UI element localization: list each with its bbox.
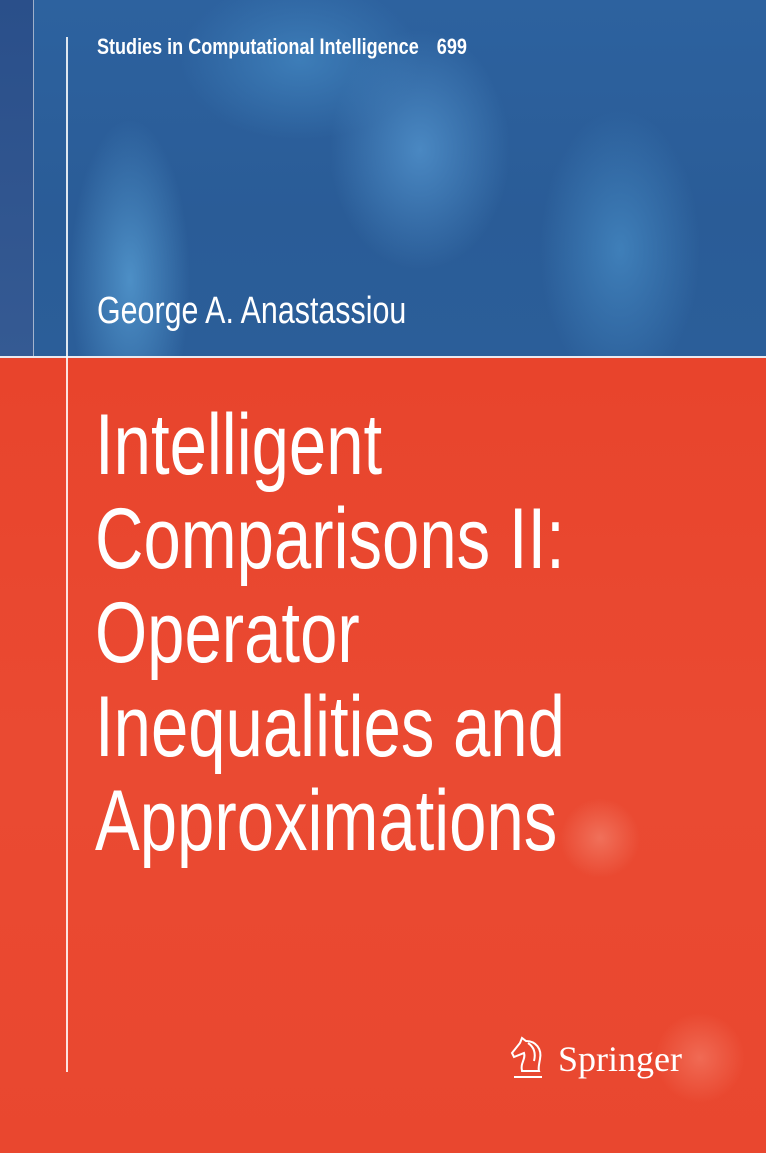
- title-line: Comparisons II:: [95, 491, 565, 587]
- author-name: George A. Anastassiou: [97, 290, 407, 332]
- title-line: Inequalities and: [95, 679, 565, 775]
- horizontal-divider: [0, 356, 766, 358]
- springer-horse-icon: [510, 1036, 542, 1078]
- series-name: Studies in Computational Intelligence: [97, 34, 419, 59]
- series-title: Studies in Computational Intelligence 699: [97, 34, 467, 60]
- publisher-logo: Springer: [508, 1035, 682, 1083]
- publisher-name: Springer: [558, 1039, 682, 1079]
- title-line: Intelligent: [95, 397, 383, 493]
- series-volume: 699: [436, 34, 467, 59]
- cover-top-band: [0, 0, 766, 356]
- vertical-divider: [66, 37, 68, 1072]
- title-line: Approximations: [95, 773, 558, 869]
- cover-bottom-band: [0, 358, 766, 1153]
- title-line: Operator: [95, 585, 360, 681]
- book-title: Intelligent Comparisons II: Operator Ine…: [95, 398, 565, 868]
- spine-strip: [0, 0, 34, 356]
